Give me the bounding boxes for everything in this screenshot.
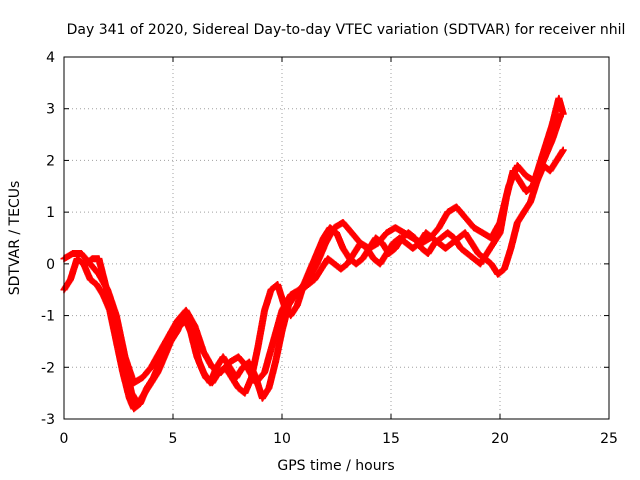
data-series-1 [60, 94, 567, 413]
data-series-3 [82, 146, 567, 407]
y-tick-label: 2 [46, 153, 55, 169]
x-tick-label: 5 [169, 431, 178, 447]
x-tick-label: 25 [600, 431, 618, 447]
axes: 0 5 10 15 20 25 -3 -2 -1 0 1 2 3 4 [41, 50, 618, 447]
y-tick-label: 3 [46, 102, 55, 118]
data-series-2 [60, 110, 565, 387]
x-axis-label: GPS time / hours [277, 458, 394, 474]
y-tick-label: -1 [41, 309, 55, 325]
data-point [557, 110, 565, 118]
x-tick-label: 10 [273, 431, 291, 447]
y-axis-label: SDTVAR / TECUs [7, 181, 23, 296]
chart-title: Day 341 of 2020, Sidereal Day-to-day VTE… [67, 22, 626, 38]
plot-frame [63, 56, 610, 420]
x-tick-label: 20 [491, 431, 509, 447]
x-tick-label: 15 [382, 431, 400, 447]
x-tick-label: 0 [60, 431, 69, 447]
data-series [60, 94, 567, 413]
y-tick-label: -2 [41, 360, 55, 376]
data-point [559, 146, 567, 154]
y-tick-label: 4 [46, 50, 55, 66]
y-tick-label: 1 [46, 205, 55, 221]
y-tick-label: -3 [41, 412, 55, 428]
y-tick-label: 0 [46, 257, 55, 273]
